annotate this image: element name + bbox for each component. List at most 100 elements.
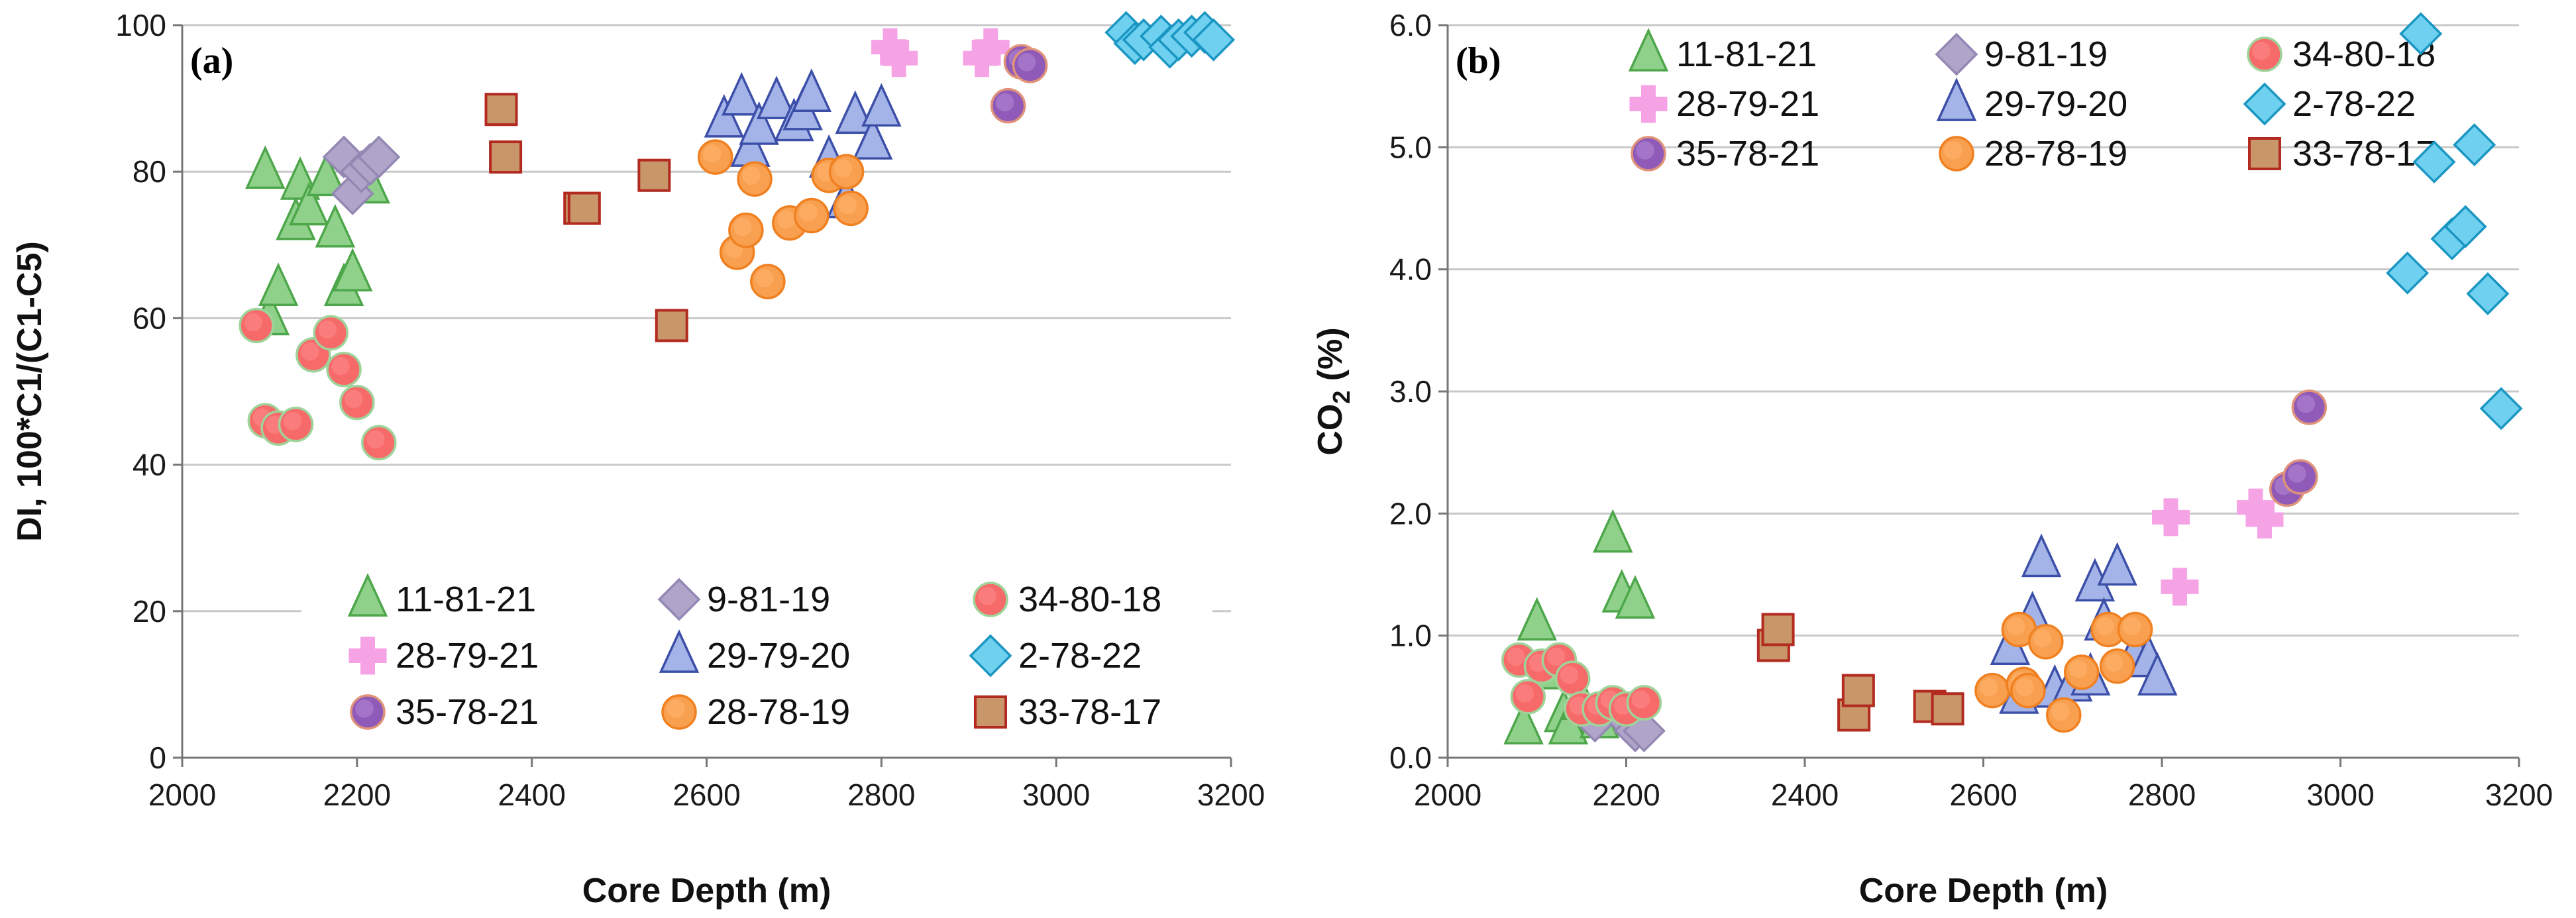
data-point	[2099, 648, 2135, 684]
data-point	[2386, 251, 2430, 295]
marker-highlight	[978, 587, 996, 605]
legend-label: 9-81-19	[707, 580, 830, 619]
legend-marker	[1939, 136, 1974, 172]
legend-label: 35-78-21	[1676, 134, 1819, 174]
data-point	[971, 28, 1010, 66]
legend-label: 2-78-22	[2292, 84, 2416, 124]
data-point	[339, 384, 375, 421]
marker-highlight	[833, 159, 853, 178]
marker-shape	[349, 637, 387, 675]
y-tick-label: 40	[133, 448, 166, 482]
data-point	[2479, 387, 2523, 431]
data-point	[1626, 685, 1662, 721]
marker-shape	[258, 262, 299, 307]
data-point	[2466, 272, 2510, 316]
legend-label: 33-78-17	[2292, 134, 2436, 174]
marker-highlight	[244, 313, 262, 332]
marker-shape	[2021, 533, 2062, 578]
data-point	[278, 407, 314, 442]
legend-marker	[2243, 82, 2286, 126]
marker-shape	[1629, 85, 1668, 123]
series-9-81-19	[322, 135, 401, 215]
data-point	[2046, 697, 2082, 733]
panel-label: (b)	[1456, 40, 1501, 81]
y-tick-label: 0.0	[1389, 740, 1432, 775]
y-tick-label: 3.0	[1389, 374, 1432, 409]
legend-label: 2-78-22	[1018, 636, 1142, 676]
data-point	[833, 190, 869, 227]
x-tick-label: 2800	[847, 778, 915, 812]
data-point	[315, 203, 356, 248]
data-point	[489, 140, 523, 174]
marker-shape	[567, 191, 601, 225]
marker-highlight	[318, 320, 337, 339]
chart-panel-b: 0.0 1.0 2.0 3.0 4.0 5.0 6.0 2000 2200 2400 2600 280…	[1311, 8, 2553, 910]
legend-marker	[2247, 36, 2282, 72]
y-tick-label: 1.0	[1389, 619, 1432, 653]
data-point	[637, 158, 671, 192]
data-point	[2097, 542, 2137, 586]
legend-marker	[349, 637, 387, 675]
data-point	[567, 191, 601, 225]
legend-label: 28-79-21	[1676, 84, 1819, 124]
marker-shape	[2466, 272, 2510, 316]
data-point	[2028, 624, 2064, 660]
marker-shape	[2399, 12, 2443, 56]
x-tick-label: 2000	[148, 778, 216, 812]
marker-shape	[2453, 123, 2496, 167]
marker-shape	[2248, 137, 2281, 170]
marker-highlight	[1017, 53, 1036, 72]
legend-label: 35-78-21	[396, 692, 539, 732]
series-33-78-17	[1756, 613, 1964, 732]
data-point	[1510, 679, 1546, 715]
series-28-79-21	[2151, 488, 2284, 606]
marker-highlight	[2006, 617, 2025, 636]
legend-marker	[659, 629, 700, 673]
legend-marker	[1935, 32, 1978, 76]
marker-highlight	[1515, 684, 1534, 703]
marker-highlight	[2015, 678, 2034, 697]
data-point	[2443, 205, 2487, 248]
marker-shape	[1503, 701, 1544, 744]
legend-label: 34-80-18	[1018, 580, 1161, 619]
marker-highlight	[366, 430, 385, 449]
legend-marker	[347, 573, 388, 617]
marker-highlight	[1980, 678, 1998, 697]
marker-shape	[1761, 613, 1795, 646]
y-tick-label: 100	[115, 8, 166, 42]
data-point	[2291, 389, 2328, 425]
y-tick-label: 0	[149, 740, 166, 775]
data-point	[357, 135, 401, 179]
marker-shape	[2161, 568, 2199, 606]
legend-marker	[1936, 77, 1977, 121]
x-tick-label: 2400	[1771, 778, 1839, 812]
y-tick-label: 2.0	[1389, 496, 1432, 531]
marker-shape	[289, 181, 329, 226]
y-tick-label: 80	[133, 154, 166, 189]
marker-highlight	[1507, 647, 1525, 666]
marker-shape	[852, 116, 893, 160]
series-2-78-22	[1104, 11, 1236, 69]
marker-highlight	[2051, 702, 2070, 721]
legend-label: 28-79-21	[396, 636, 539, 676]
marker-highlight	[2033, 629, 2052, 648]
marker-shape	[306, 152, 347, 197]
y-tick-label: 60	[133, 301, 166, 335]
legend-label: 33-78-17	[1018, 692, 1161, 732]
marker-highlight	[2252, 42, 2271, 60]
series-34-80-18	[239, 307, 397, 461]
marker-highlight	[733, 217, 752, 236]
legend-marker	[974, 695, 1007, 729]
marker-shape	[333, 248, 373, 291]
marker-highlight	[2068, 660, 2088, 678]
data-points	[239, 11, 1236, 461]
legend-marker	[1628, 28, 1669, 72]
marker-highlight	[838, 195, 857, 215]
legend-label: 9-81-19	[1984, 34, 2108, 74]
marker-shape	[1192, 18, 1236, 62]
data-point	[791, 68, 832, 112]
data-point	[2245, 501, 2284, 539]
x-tick-label: 2200	[1592, 778, 1660, 812]
marker-highlight	[2096, 617, 2114, 636]
